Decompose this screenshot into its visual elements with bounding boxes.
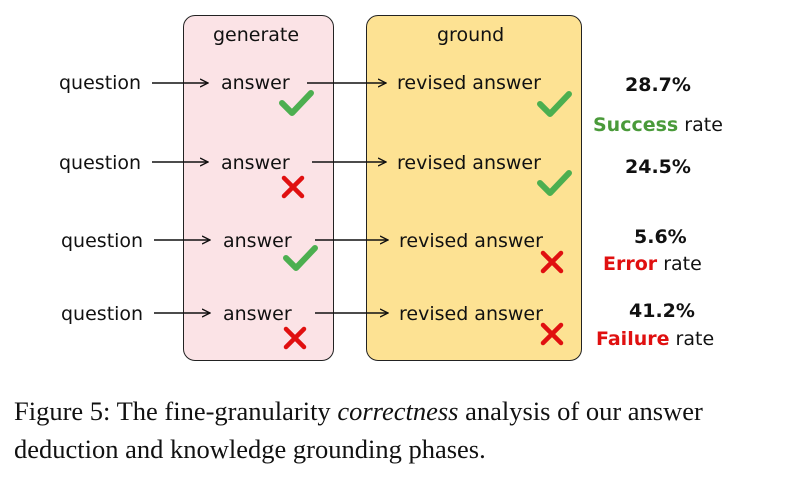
answer-label: answer [223, 303, 292, 325]
generate-header: generate [213, 24, 300, 46]
revised-answer-label: revised answer [399, 303, 543, 325]
question-label: question [59, 72, 142, 94]
question-label: question [61, 230, 144, 252]
figure-caption: Figure 5: The fine-granularity correctne… [14, 392, 789, 468]
check-icon [283, 245, 318, 271]
rate-keyword: Failure [596, 328, 670, 350]
answer-label: answer [223, 230, 292, 252]
revised-answer-label: revised answer [397, 152, 541, 174]
rate-suffix: rate [657, 253, 702, 275]
answer-label: answer [221, 72, 290, 94]
flow-arrows [152, 0, 572, 350]
question-label: question [59, 152, 142, 174]
result-rate-label: Error rate [603, 253, 702, 275]
check-icon [537, 91, 572, 117]
caption-prefix: Figure 5: The fine-granularity [14, 396, 338, 426]
result-percent: 28.7% [625, 74, 691, 96]
result-percent: 41.2% [629, 300, 695, 322]
result-percent: 24.5% [625, 156, 691, 178]
result-percent: 5.6% [634, 226, 687, 248]
answer-label: answer [221, 152, 290, 174]
generate-panel [183, 15, 334, 361]
caption-suffix: analysis of our answer deduction and kno… [14, 396, 703, 464]
close-icon [281, 175, 305, 199]
caption-italic: correctness [337, 396, 459, 426]
close-icon [283, 326, 307, 350]
revised-answer-label: revised answer [399, 230, 543, 252]
question-label: question [61, 303, 144, 325]
check-icon [537, 170, 572, 196]
rate-keyword: Success [593, 114, 679, 136]
rate-suffix: rate [669, 328, 715, 350]
close-icon [540, 322, 564, 346]
rate-suffix: rate [678, 114, 723, 136]
result-rate-label: Success rate [593, 114, 723, 136]
revised-answer-label: revised answer [397, 72, 541, 94]
result-rate-label: Failure rate [596, 328, 714, 350]
ground-header: ground [437, 24, 505, 46]
rate-keyword: Error [603, 253, 658, 275]
check-icon [279, 90, 314, 116]
close-icon [540, 250, 564, 274]
